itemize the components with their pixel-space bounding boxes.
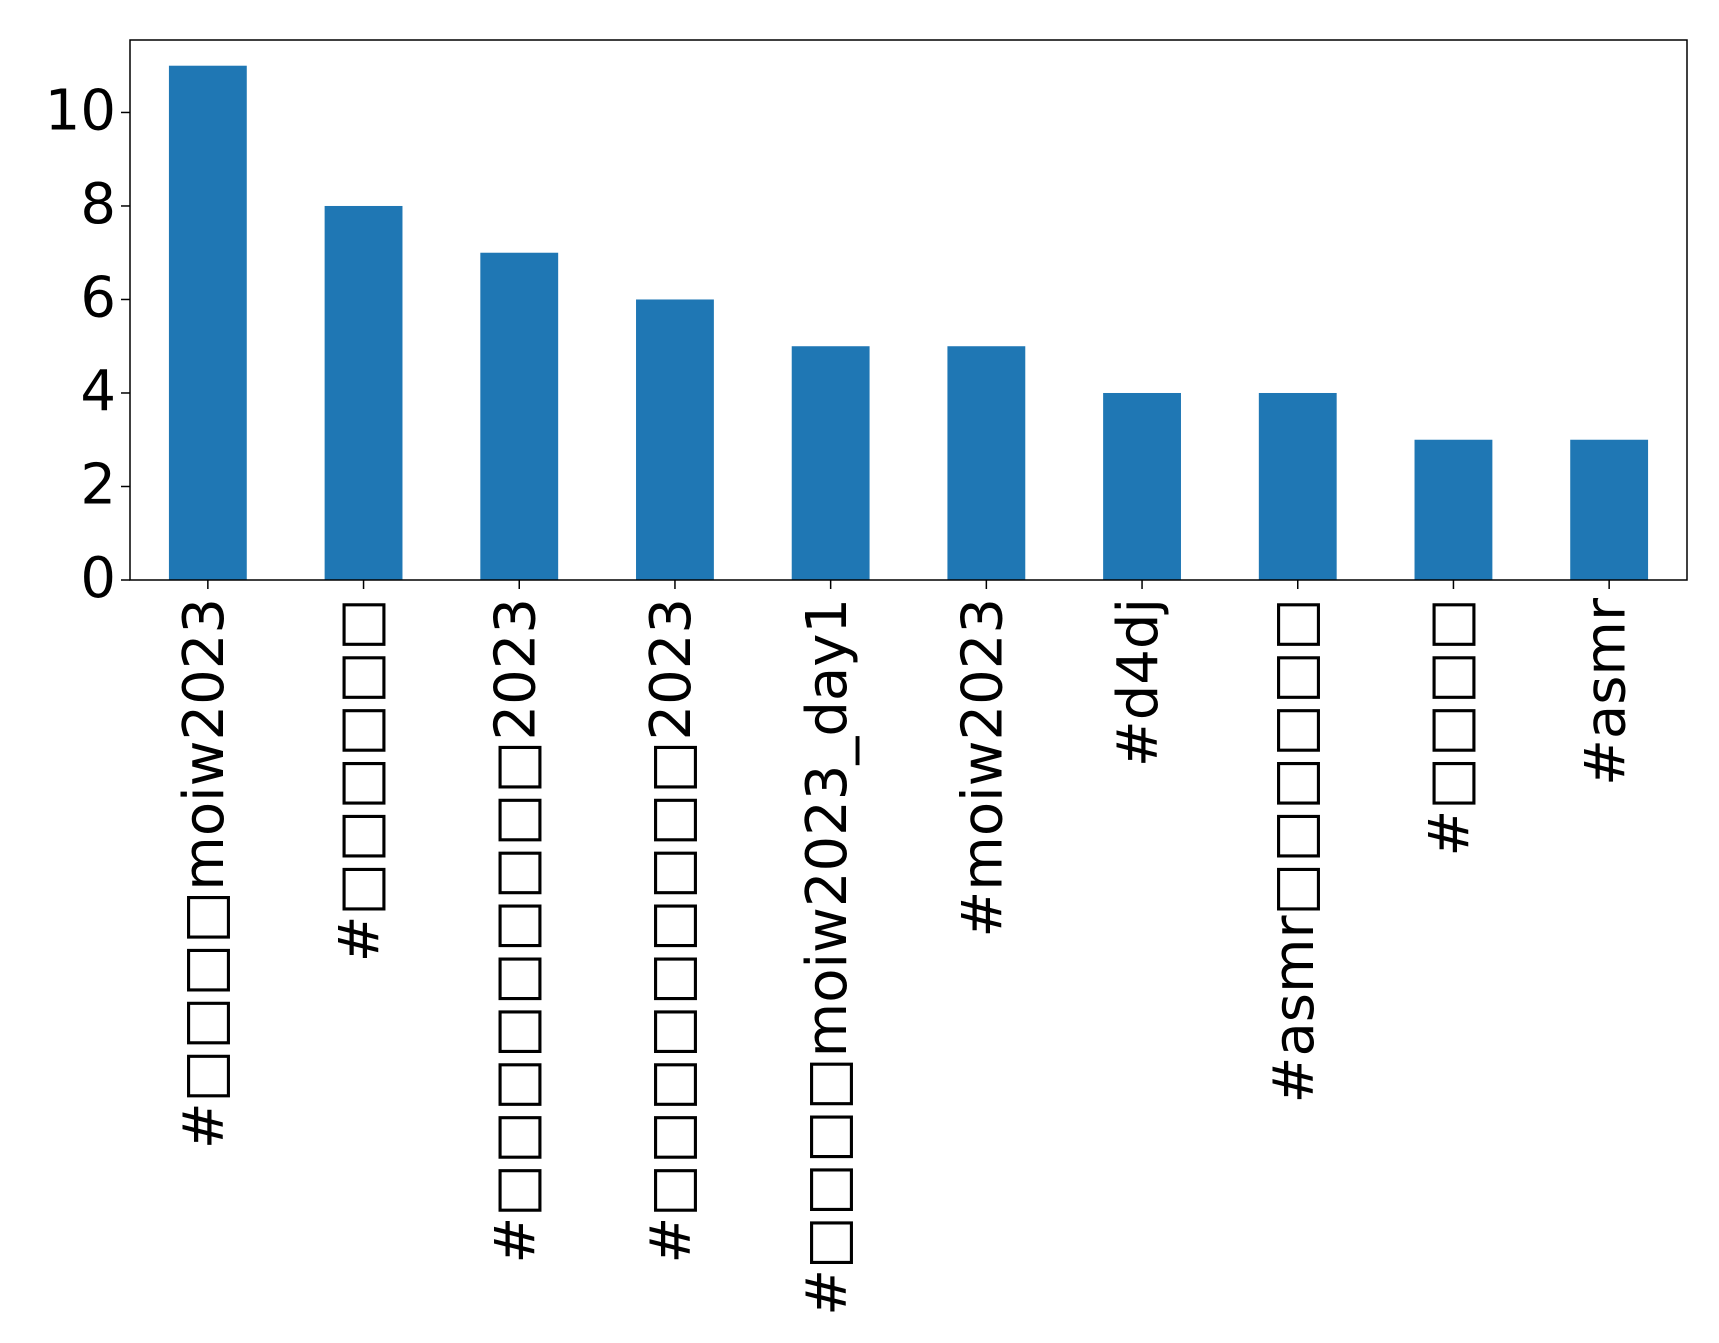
x-tick-label: #□□□□moiw2023 (172, 598, 237, 1149)
bar-6 (1103, 392, 1181, 580)
y-tick-label: 8 (80, 172, 116, 237)
bars-group (168, 65, 1649, 580)
bar-3 (636, 299, 714, 580)
x-tick-label: #□□□□ (1418, 598, 1483, 857)
bar-0 (168, 65, 247, 580)
y-axis: 0 2 4 6 8 10 (45, 79, 130, 611)
y-tick-label: 2 (80, 453, 116, 518)
x-tick-label: #asmr (1573, 597, 1638, 786)
bar-7 (1258, 392, 1337, 580)
y-tick-label: 6 (80, 266, 116, 331)
x-tick-label: #d4dj (1106, 598, 1171, 767)
x-axis: #□□□□moiw2023 #□□□□□□ #□□□□□□□□□2023 #□□□□□… (172, 580, 1638, 1316)
plot-frame (129, 39, 1688, 581)
bar-5 (947, 346, 1026, 580)
bar-4 (791, 346, 870, 580)
y-tick-label: 0 (80, 546, 116, 611)
bar-8 (1414, 439, 1493, 580)
x-tick-label: #asmr□□□□□□ (1262, 598, 1327, 1103)
x-tick-label: #□□□□□□□□□2023 (483, 598, 548, 1264)
y-tick-label: 4 (80, 359, 116, 424)
x-tick-label: #□□□□moiw2023_day1 (795, 598, 860, 1316)
bar-1 (324, 205, 403, 580)
bar-2 (480, 252, 559, 580)
x-tick-label: #□□□□□□□□□2023 (639, 598, 704, 1264)
bar-9 (1570, 439, 1649, 580)
y-tick-label: 10 (45, 79, 116, 144)
x-tick-label: #moiw2023 (950, 598, 1015, 938)
x-tick-label: #□□□□□□ (328, 598, 393, 962)
